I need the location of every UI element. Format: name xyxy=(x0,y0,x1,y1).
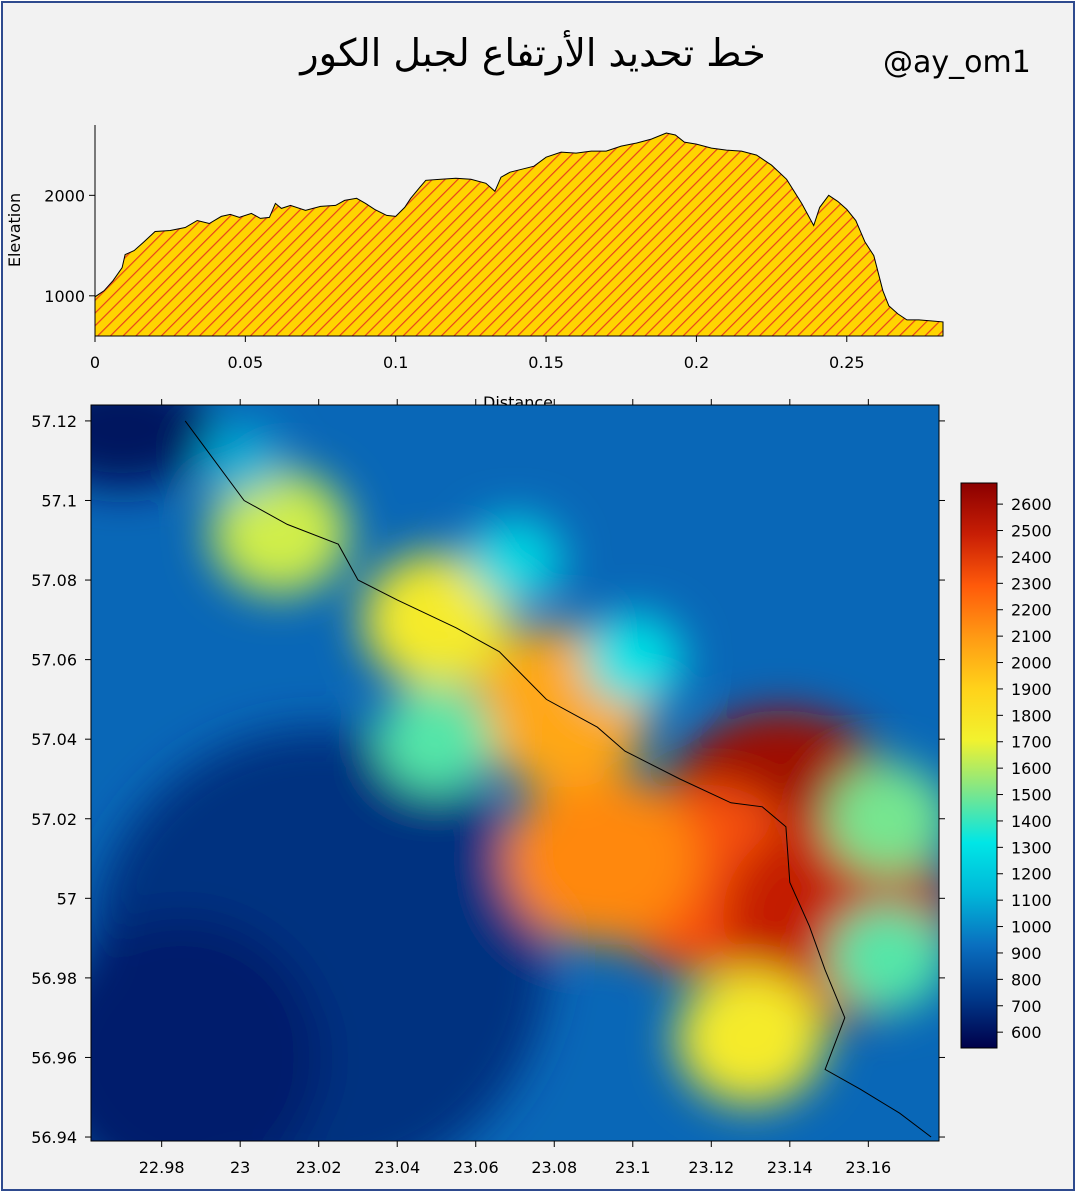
profile-y-tick-label: 2000 xyxy=(44,186,85,205)
map-x-tick-label: 23.08 xyxy=(531,1158,577,1177)
colorbar-tick-label: 800 xyxy=(1011,970,1042,989)
colorbar-tick-label: 2400 xyxy=(1011,548,1052,567)
colorbar-tick-label: 1700 xyxy=(1011,733,1052,752)
colorbar-tick-label: 1500 xyxy=(1011,786,1052,805)
map-y-tick-label: 56.94 xyxy=(31,1128,77,1147)
colorbar-tick-label: 1100 xyxy=(1011,891,1052,910)
map-lowland xyxy=(91,405,213,489)
profile-x-tick-label: 0.05 xyxy=(228,353,264,372)
profile-x-tick-label: 0.2 xyxy=(684,353,709,372)
map-y-tick-label: 57.08 xyxy=(31,571,77,590)
colorbar-tick-label: 900 xyxy=(1011,944,1042,963)
map-x-tick-label: 23.04 xyxy=(374,1158,420,1177)
colorbar-gradient xyxy=(960,482,998,1049)
profile-x-tick-label: 0 xyxy=(90,353,100,372)
profile-x-tick-label: 0.15 xyxy=(528,353,564,372)
colorbar-tick-label: 2000 xyxy=(1011,654,1052,673)
colorbar-tick-label: 1800 xyxy=(1011,706,1052,725)
colorbar-tick-label: 1000 xyxy=(1011,918,1052,937)
colorbar-tick-label: 1300 xyxy=(1011,838,1052,857)
colorbar-tick-label: 1400 xyxy=(1011,812,1052,831)
map-x-tick-label: 23.12 xyxy=(688,1158,734,1177)
map-y-tick-label: 57.06 xyxy=(31,651,77,670)
page-title: خط تحديد الأرتفاع لجبل الكور xyxy=(300,31,766,75)
map-x-tick-label: 23.1 xyxy=(615,1158,651,1177)
colorbar-tick-label: 2600 xyxy=(1011,495,1052,514)
elevation-cell xyxy=(199,424,281,497)
profile-transect-line xyxy=(184,420,932,1138)
colorbar-tick-label: 2100 xyxy=(1011,627,1052,646)
elevation-map: 22.98 23 23.02 23.04 23.06 23.08 23.1 23.12 23.1… xyxy=(31,399,945,1177)
map-y-tick-label: 57.04 xyxy=(31,730,77,749)
map-y-tick-label: 57.1 xyxy=(41,491,77,510)
colorbar-tick-label: 700 xyxy=(1011,997,1042,1016)
profile-y-label: Elevation xyxy=(5,193,24,267)
map-y-tick-label: 57.02 xyxy=(31,810,77,829)
elevation-cell xyxy=(581,613,684,706)
colorbar-tick-label: 2200 xyxy=(1011,601,1052,620)
elevation-cell xyxy=(675,970,826,1105)
colorbar-tick-label: 1900 xyxy=(1011,680,1052,699)
colorbar-tick-label: 1200 xyxy=(1011,865,1052,884)
map-y-tick-label: 56.96 xyxy=(31,1048,77,1067)
map-y-tick-label: 56.98 xyxy=(31,969,77,988)
map-x-tick-label: 23 xyxy=(230,1158,250,1177)
elevation-area xyxy=(94,132,944,337)
colorbar-tick-label: 2300 xyxy=(1011,574,1052,593)
map-x-tick-label: 23.16 xyxy=(845,1158,891,1177)
map-x-tick-label: 23.06 xyxy=(453,1158,499,1177)
elevation-cell xyxy=(826,763,939,875)
map-y-tick-label: 57.12 xyxy=(31,412,77,431)
profile-y-tick-label: 1000 xyxy=(44,287,85,306)
map-x-tick-label: 23.14 xyxy=(767,1158,813,1177)
map-y-tick-label: 57 xyxy=(57,889,77,908)
elevation-colorbar: 600 700 800 900 1000 1100 1200 1300 1400 1500 1600… xyxy=(960,482,1052,1049)
map-x-tick-label: 22.98 xyxy=(139,1158,185,1177)
elevation-cell xyxy=(361,552,512,688)
colorbar-tick-label: 600 xyxy=(1011,1023,1042,1042)
elevation-cell xyxy=(466,516,564,604)
colorbar-tick-label: 2500 xyxy=(1011,522,1052,541)
colorbar-tick-label: 1600 xyxy=(1011,759,1052,778)
map-x-tick-label: 23.02 xyxy=(296,1158,342,1177)
profile-x-tick-label: 0.25 xyxy=(829,353,865,372)
profile-x-tick-label: 0.1 xyxy=(383,353,408,372)
map-lowland xyxy=(91,917,322,1141)
elevation-cell xyxy=(829,905,939,1011)
author-credit: @ay_om1 xyxy=(883,45,1031,80)
elevation-cell xyxy=(377,686,496,793)
map-border xyxy=(90,404,940,1142)
elevation-cell xyxy=(505,772,698,945)
